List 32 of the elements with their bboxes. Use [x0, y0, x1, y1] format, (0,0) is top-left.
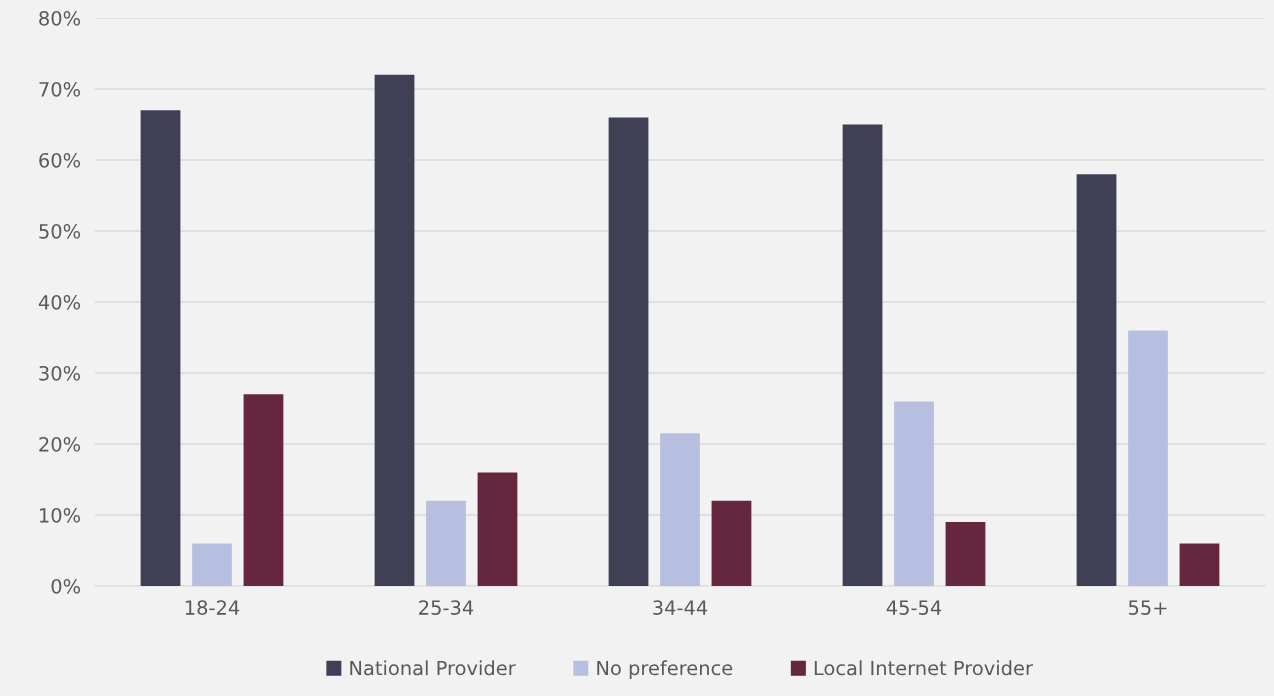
bar — [1128, 330, 1168, 586]
y-tick-label: 50% — [39, 223, 81, 239]
bar — [192, 543, 232, 586]
y-tick-label: 20% — [39, 436, 81, 452]
x-tick-label: 55+ — [1128, 600, 1167, 615]
bar — [945, 522, 986, 586]
y-tick-label: 0% — [51, 578, 81, 594]
bar — [894, 401, 934, 586]
x-tick-label: 18-24 — [185, 600, 240, 615]
legend-label: National Provider — [350, 660, 516, 676]
legend-label: Local Internet Provider — [814, 660, 1033, 676]
bar — [426, 500, 466, 586]
bar — [842, 124, 883, 586]
y-tick-label: 10% — [40, 507, 81, 523]
bar — [608, 117, 649, 586]
bar — [477, 472, 518, 586]
x-tick-label: 45-54 — [886, 600, 942, 615]
x-tick-label: 25-34 — [419, 600, 474, 615]
bar — [243, 394, 284, 586]
y-tick-label: 40% — [38, 294, 81, 310]
bar — [660, 433, 700, 586]
legend-label: No preference — [597, 660, 733, 680]
bar — [140, 110, 181, 586]
x-tick-label: 34-44 — [653, 600, 708, 615]
bar — [1179, 543, 1220, 586]
bar — [711, 500, 752, 586]
bar — [1076, 174, 1117, 586]
y-tick-label: 70% — [39, 81, 81, 97]
y-tick-label: 60% — [39, 152, 81, 168]
bar — [374, 74, 415, 586]
y-tick-label: 80% — [39, 10, 81, 26]
y-tick-label: 30% — [39, 365, 81, 381]
